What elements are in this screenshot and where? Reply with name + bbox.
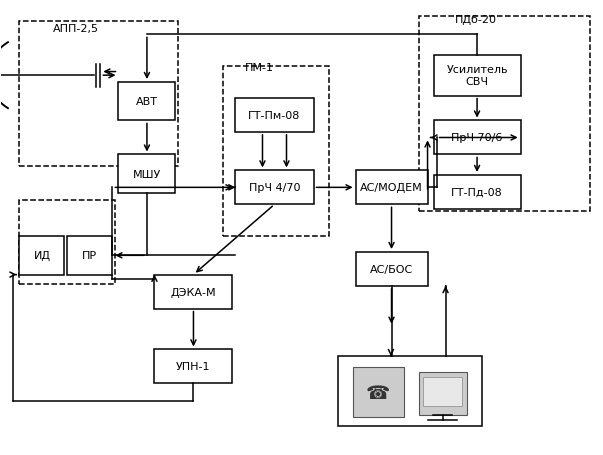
- FancyBboxPatch shape: [19, 237, 65, 275]
- Text: ☎: ☎: [366, 383, 390, 402]
- FancyBboxPatch shape: [338, 356, 482, 426]
- FancyBboxPatch shape: [356, 171, 428, 205]
- FancyBboxPatch shape: [434, 121, 520, 155]
- FancyBboxPatch shape: [423, 377, 462, 406]
- Text: ДЭКА-М: ДЭКА-М: [171, 287, 216, 297]
- Text: АС/БОС: АС/БОС: [370, 264, 413, 274]
- FancyBboxPatch shape: [154, 275, 233, 309]
- FancyBboxPatch shape: [154, 349, 233, 384]
- FancyBboxPatch shape: [356, 253, 428, 286]
- Text: ПДб-20: ПДб-20: [455, 15, 496, 25]
- FancyBboxPatch shape: [118, 83, 175, 121]
- FancyBboxPatch shape: [236, 99, 314, 132]
- Text: ПрЧ 4/70: ПрЧ 4/70: [249, 183, 300, 193]
- FancyBboxPatch shape: [118, 155, 175, 193]
- Text: АПП-2,5: АПП-2,5: [52, 24, 98, 34]
- Text: Усилитель
СВЧ: Усилитель СВЧ: [446, 65, 508, 87]
- Text: ПМ-1: ПМ-1: [244, 63, 274, 73]
- Text: УПН-1: УПН-1: [176, 362, 210, 372]
- Text: АС/МОДЕМ: АС/МОДЕМ: [360, 183, 423, 193]
- Text: ПрЧ 70/6: ПрЧ 70/6: [452, 133, 503, 143]
- FancyBboxPatch shape: [434, 176, 520, 209]
- Text: ПР: ПР: [83, 251, 98, 261]
- Text: ГТ-Пд-08: ГТ-Пд-08: [451, 187, 503, 197]
- FancyBboxPatch shape: [68, 237, 112, 275]
- FancyBboxPatch shape: [236, 171, 314, 205]
- Text: ИД: ИД: [33, 251, 51, 261]
- FancyBboxPatch shape: [353, 368, 403, 417]
- Text: АВТ: АВТ: [136, 97, 158, 107]
- FancyBboxPatch shape: [434, 56, 520, 96]
- Text: ГТ-Пм-08: ГТ-Пм-08: [248, 111, 301, 121]
- FancyBboxPatch shape: [418, 372, 467, 415]
- Text: МШУ: МШУ: [133, 169, 161, 179]
